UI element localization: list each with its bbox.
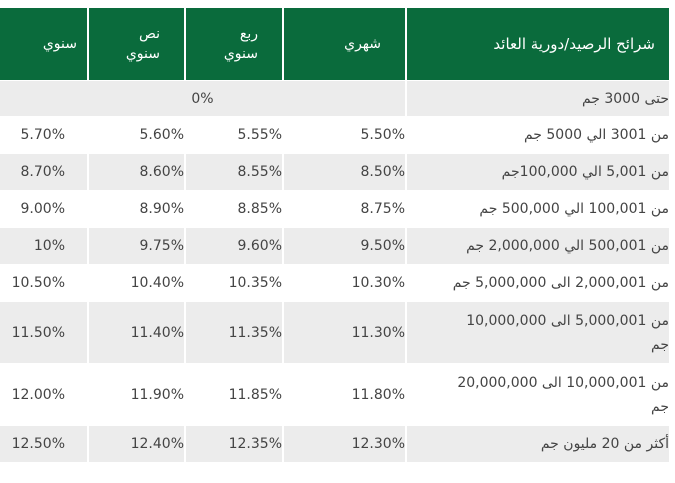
- header-quarterly: ربع سنوي: [186, 8, 284, 80]
- table-row: 0% حتى 3000 جم: [0, 80, 669, 116]
- table-row: 10.50% 10.40% 10.35% 10.30% من 2,000,001…: [0, 264, 669, 301]
- range-cell: من 3001 الي 5000 جم: [407, 116, 669, 153]
- range-cell: من 500,001 الي 2,000,000 جم: [407, 227, 669, 264]
- range-cell: أكثر من 20 مليون جم: [407, 425, 669, 462]
- range-cell: من 2,000,001 الى 5,000,000 جم: [407, 264, 669, 301]
- header-annual: سنوي: [0, 8, 89, 80]
- table-row: 12.50% 12.40% 12.35% 12.30% أكثر من 20 م…: [0, 425, 669, 462]
- table-row: 5.70% 5.60% 5.55% 5.50% من 3001 الي 5000…: [0, 116, 669, 153]
- annual-rate-cell: 8.70%: [0, 153, 89, 190]
- annual-rate-cell: 10.50%: [0, 264, 89, 301]
- semiannual-rate-cell: 11.40%: [89, 301, 186, 363]
- range-cell: من 5,000,001 الى 10,000,000 جم: [407, 301, 669, 363]
- table-row: 11.50% 11.40% 11.35% 11.30% من 5,000,001…: [0, 301, 669, 363]
- rate-cell: 0%: [0, 80, 407, 116]
- monthly-rate-cell: 11.80%: [284, 363, 407, 425]
- monthly-rate-cell: 5.50%: [284, 116, 407, 153]
- quarterly-rate-cell: 8.55%: [186, 153, 284, 190]
- annual-rate-cell: 9.00%: [0, 190, 89, 227]
- quarterly-rate-cell: 12.35%: [186, 425, 284, 462]
- table-row: 10% 9.75% 9.60% 9.50% من 500,001 الي 2,0…: [0, 227, 669, 264]
- annual-rate-cell: 11.50%: [0, 301, 89, 363]
- range-cell: من 100,001 الي 500,000 جم: [407, 190, 669, 227]
- monthly-rate-cell: 10.30%: [284, 264, 407, 301]
- monthly-rate-cell: 11.30%: [284, 301, 407, 363]
- table-header-row: سنوي نص سنوي ربع سنوي شهري شرائح الرصيد/دو…: [0, 8, 669, 80]
- quarterly-rate-cell: 5.55%: [186, 116, 284, 153]
- monthly-rate-cell: 12.30%: [284, 425, 407, 462]
- semiannual-rate-cell: 12.40%: [89, 425, 186, 462]
- annual-rate-cell: 5.70%: [0, 116, 89, 153]
- annual-rate-cell: 12.00%: [0, 363, 89, 425]
- table-row: 9.00% 8.90% 8.85% 8.75% من 100,001 الي 5…: [0, 190, 669, 227]
- table-row: 12.00% 11.90% 11.85% 11.80% من 10,000,00…: [0, 363, 669, 425]
- quarterly-rate-cell: 11.85%: [186, 363, 284, 425]
- semiannual-rate-cell: 9.75%: [89, 227, 186, 264]
- semiannual-rate-cell: 8.90%: [89, 190, 186, 227]
- range-cell: من 10,000,001 الى 20,000,000 جم: [407, 363, 669, 425]
- quarterly-rate-cell: 10.35%: [186, 264, 284, 301]
- semiannual-rate-cell: 5.60%: [89, 116, 186, 153]
- monthly-rate-cell: 8.50%: [284, 153, 407, 190]
- table-row: 8.70% 8.60% 8.55% 8.50% من 5,001 الي 100…: [0, 153, 669, 190]
- semiannual-rate-cell: 10.40%: [89, 264, 186, 301]
- quarterly-rate-cell: 8.85%: [186, 190, 284, 227]
- header-balance-range: شرائح الرصيد/دورية العائد: [407, 8, 669, 80]
- range-cell: من 5,001 الي 100,000جم: [407, 153, 669, 190]
- quarterly-rate-cell: 11.35%: [186, 301, 284, 363]
- range-cell: حتى 3000 جم: [407, 80, 669, 116]
- monthly-rate-cell: 8.75%: [284, 190, 407, 227]
- header-semiannual: نص سنوي: [89, 8, 186, 80]
- monthly-rate-cell: 9.50%: [284, 227, 407, 264]
- semiannual-rate-cell: 11.90%: [89, 363, 186, 425]
- quarterly-rate-cell: 9.60%: [186, 227, 284, 264]
- annual-rate-cell: 10%: [0, 227, 89, 264]
- header-monthly: شهري: [284, 8, 407, 80]
- semiannual-rate-cell: 8.60%: [89, 153, 186, 190]
- annual-rate-cell: 12.50%: [0, 425, 89, 462]
- interest-rates-table: سنوي نص سنوي ربع سنوي شهري شرائح الرصيد/دو…: [0, 8, 669, 462]
